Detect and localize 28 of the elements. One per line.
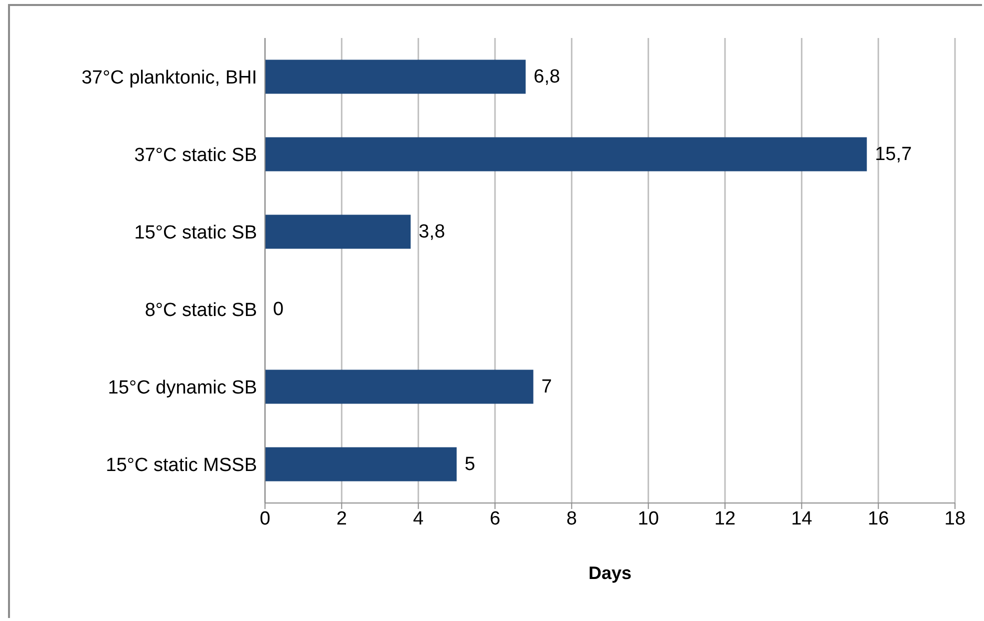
x-tick-label: 6	[490, 508, 500, 530]
data-label: 15,7	[874, 144, 912, 165]
x-tick-label: 8	[566, 508, 577, 530]
x-axis-title: Days	[588, 563, 632, 583]
y-tick-label: 15°C dynamic SB	[108, 377, 257, 398]
bar	[265, 370, 534, 404]
data-label: 5	[464, 454, 476, 475]
x-tick-label: 12	[714, 508, 736, 530]
bar	[265, 214, 411, 249]
bar	[265, 137, 867, 172]
x-tick-label: 14	[791, 508, 813, 530]
data-label: 6,8	[534, 66, 560, 88]
y-tick-label: 37°C planktonic, BHI	[81, 67, 257, 88]
x-tick-label: 2	[336, 508, 347, 530]
x-tick-label: 10	[638, 508, 659, 530]
data-label: 7	[541, 376, 552, 398]
y-tick-label: 8°C static SB	[144, 300, 257, 321]
x-tick-label: 4	[413, 508, 424, 530]
x-tick-label: 16	[868, 508, 889, 530]
bar	[265, 60, 526, 94]
y-tick-label: 37°C static SB	[134, 144, 257, 166]
x-tick-label: 18	[944, 508, 966, 530]
bar	[265, 447, 457, 482]
x-tick-label: 0	[260, 508, 270, 530]
data-label: 0	[273, 298, 284, 320]
y-tick-label: 15°C static SB	[134, 222, 257, 244]
data-label: 3,8	[418, 221, 446, 242]
y-tick-label: 15°C static MSSB	[106, 454, 257, 476]
